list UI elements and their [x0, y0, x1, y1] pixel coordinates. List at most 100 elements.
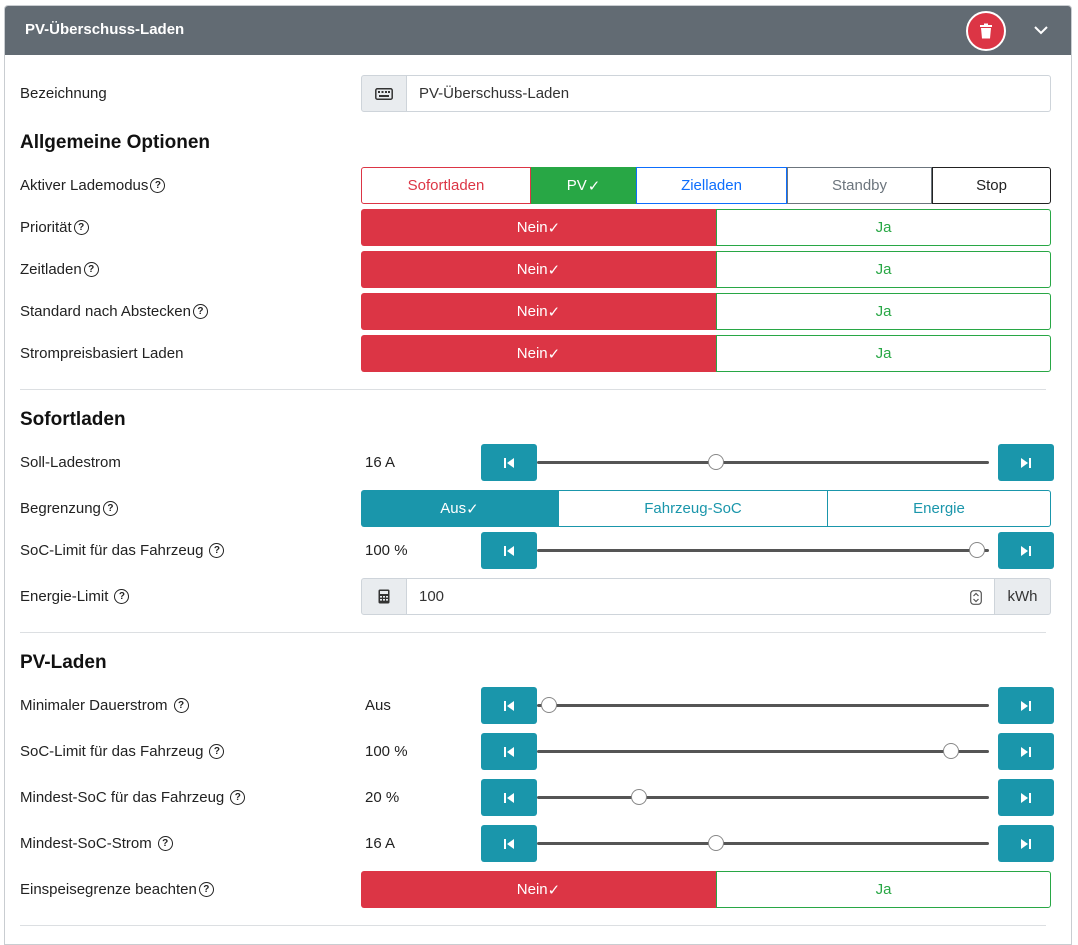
energie-label: Energie-Limit? [20, 588, 130, 605]
help-icon[interactable]: ? [73, 220, 89, 235]
energie-unit: kWh [994, 578, 1051, 615]
energie-input[interactable]: 100 [407, 578, 994, 615]
pv-soc-slider[interactable] [537, 743, 989, 759]
min-dauer-decrease-button[interactable] [481, 687, 537, 724]
zeitladen-nein-button[interactable]: Nein ✓ [361, 251, 716, 288]
mindest-strom-label: Mindest-SoC-Strom? [20, 835, 173, 852]
zeitladen-ja-button[interactable]: Ja [716, 251, 1051, 288]
divider [20, 925, 1046, 926]
slider-thumb[interactable] [943, 743, 960, 759]
help-icon[interactable]: ? [209, 543, 225, 558]
help-icon[interactable]: ? [157, 836, 173, 851]
lademodus-group: Sofortladen PV ✓ Zielladen Standby Stop [361, 167, 1051, 204]
prioritaet-nein-button[interactable]: Nein ✓ [361, 209, 716, 246]
einspeise-nein-button[interactable]: Nein ✓ [361, 871, 716, 908]
mindest-soc-slider[interactable] [537, 789, 989, 805]
pv-soc-decrease-button[interactable] [481, 733, 537, 770]
begrenzung-soc-button[interactable]: Fahrzeug-SoC [558, 490, 828, 527]
name-input[interactable]: PV-Überschuss-Laden [407, 75, 1051, 112]
card-title: PV-Überschuss-Laden [25, 21, 185, 38]
begrenzung-energie-button[interactable]: Energie [828, 490, 1051, 527]
min-dauer-label: Minimaler Dauerstrom? [20, 697, 189, 714]
section-title-general: Allgemeine Optionen [20, 132, 211, 153]
mode-pv[interactable]: PV ✓ [531, 167, 636, 204]
min-dauer-increase-button[interactable] [998, 687, 1054, 724]
slider-thumb[interactable] [969, 542, 985, 558]
sofort-soc-decrease-button[interactable] [481, 532, 537, 569]
help-icon[interactable]: ? [83, 262, 99, 277]
help-icon[interactable]: ? [230, 790, 246, 805]
begrenzung-aus-button[interactable]: Aus ✓ [361, 490, 558, 527]
check-icon: ✓ [466, 500, 479, 518]
mindest-strom-slider[interactable] [537, 835, 989, 851]
skip-forward-icon [1021, 746, 1031, 757]
mindest-strom-increase-button[interactable] [998, 825, 1054, 862]
pv-soc-value: 100 % [365, 743, 408, 760]
strompreis-ja-button[interactable]: Ja [716, 335, 1051, 372]
skip-forward-icon [1021, 457, 1031, 468]
skip-back-icon [504, 457, 514, 468]
min-dauer-slider[interactable] [537, 697, 989, 713]
skip-back-icon [504, 746, 514, 757]
skip-back-icon [504, 792, 514, 803]
help-icon[interactable]: ? [198, 882, 214, 897]
mindest-soc-increase-button[interactable] [998, 779, 1054, 816]
einspeise-label: Einspeisegrenze beachten? [20, 881, 214, 898]
begrenzung-group: Aus ✓ Fahrzeug-SoC Energie [361, 490, 1051, 527]
spinner-icon[interactable] [970, 590, 982, 605]
help-icon[interactable]: ? [209, 744, 225, 759]
soll-decrease-button[interactable] [481, 444, 537, 481]
skip-forward-icon [1021, 792, 1031, 803]
einspeise-toggle: Nein ✓ Ja [361, 871, 1051, 908]
mode-standby[interactable]: Standby [787, 167, 932, 204]
help-icon[interactable]: ? [173, 698, 189, 713]
skip-forward-icon [1021, 545, 1031, 556]
help-icon[interactable]: ? [192, 304, 208, 319]
slider-thumb[interactable] [707, 454, 724, 470]
begrenzung-label: Begrenzung? [20, 500, 118, 517]
standard-ja-button[interactable]: Ja [716, 293, 1051, 330]
check-icon: ✓ [547, 303, 561, 321]
name-input-group: PV-Überschuss-Laden [361, 75, 1051, 112]
help-icon[interactable]: ? [102, 501, 118, 516]
soll-slider[interactable] [537, 454, 989, 470]
prioritaet-label: Priorität? [20, 219, 89, 236]
pv-soc-increase-button[interactable] [998, 733, 1054, 770]
help-icon[interactable]: ? [150, 178, 166, 193]
standard-nein-button[interactable]: Nein ✓ [361, 293, 716, 330]
sofort-soc-label: SoC-Limit für das Fahrzeug? [20, 542, 225, 559]
soll-increase-button[interactable] [998, 444, 1054, 481]
section-title-sofortladen: Sofortladen [20, 409, 126, 430]
mindest-soc-value: 20 % [365, 789, 400, 806]
mode-sofortladen[interactable]: Sofortladen [361, 167, 531, 204]
mindest-soc-label: Mindest-SoC für das Fahrzeug? [20, 789, 246, 806]
mode-zielladen[interactable]: Zielladen [636, 167, 787, 204]
slider-thumb[interactable] [707, 835, 724, 851]
slider-thumb[interactable] [630, 789, 647, 805]
sofort-soc-slider[interactable] [537, 542, 989, 558]
prioritaet-ja-button[interactable]: Ja [716, 209, 1051, 246]
sofort-soc-increase-button[interactable] [998, 532, 1054, 569]
chevron-down-icon[interactable] [1031, 20, 1051, 40]
prioritaet-toggle: Nein ✓ Ja [361, 209, 1051, 246]
mode-stop[interactable]: Stop [932, 167, 1051, 204]
card-header[interactable]: PV-Überschuss-Laden [5, 6, 1071, 55]
mindest-soc-decrease-button[interactable] [481, 779, 537, 816]
help-icon[interactable]: ? [114, 589, 130, 604]
zeitladen-toggle: Nein ✓ Ja [361, 251, 1051, 288]
trash-icon [980, 23, 992, 39]
skip-back-icon [504, 545, 514, 556]
lademodus-label: Aktiver Lademodus? [20, 177, 166, 194]
calculator-icon [361, 578, 407, 615]
mindest-strom-decrease-button[interactable] [481, 825, 537, 862]
strompreis-nein-button[interactable]: Nein ✓ [361, 335, 716, 372]
check-icon: ✓ [547, 345, 561, 363]
keyboard-icon [361, 75, 407, 112]
einspeise-ja-button[interactable]: Ja [716, 871, 1051, 908]
delete-button[interactable] [966, 11, 1006, 51]
strompreis-toggle: Nein ✓ Ja [361, 335, 1051, 372]
check-icon: ✓ [547, 219, 561, 237]
slider-thumb[interactable] [541, 697, 557, 713]
strompreis-label: Strompreisbasiert Laden [20, 345, 184, 362]
soll-value: 16 A [365, 454, 396, 471]
